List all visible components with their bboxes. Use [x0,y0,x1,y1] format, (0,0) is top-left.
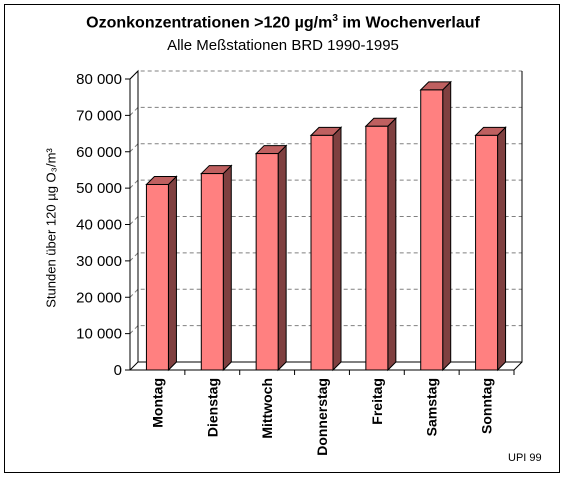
y-tick-label: 70 000 [76,107,122,124]
bar-front [310,134,334,371]
x-tick-label: Montag [149,378,165,428]
bar-front [255,153,279,371]
x-axis-depth [513,361,523,371]
bar-side [387,117,397,372]
x-tick-label: Dienstag [204,378,220,437]
x-tick-label: Freitag [369,378,385,425]
y-tick-label: 80 000 [76,71,122,88]
bar-side [332,126,342,372]
bar [309,126,343,372]
bar-front [145,183,169,371]
x-tick-label: Samstag [424,378,440,436]
y-tick-label: 20 000 [76,289,122,306]
y-tick-label: 40 000 [76,217,122,234]
y-tick-label: 50 000 [76,180,122,197]
bar-side [277,144,287,372]
bars [145,80,507,372]
axes [125,78,523,375]
bar [145,175,178,372]
bar [200,164,233,372]
bar [474,126,507,372]
y-tick-label: 60 000 [76,144,122,161]
bar-front [200,173,224,371]
chart-subtitle: Alle Meßstationen BRD 1990-1995 [167,37,399,54]
bar-front [365,125,389,371]
bar-side [167,175,177,372]
y-tick-label: 0 [114,362,122,379]
bar-front [420,89,444,371]
bar-side [497,126,507,372]
y-tick-labels: 0 10 000 20 000 30 000 40 000 50 000 60 000 70 … [76,71,122,379]
bar-side [222,164,232,372]
x-tick-labels: Montag Dienstag Mittwoch Donnerstag Freitag S… [149,378,494,456]
y-tick-label: 10 000 [76,326,122,343]
bar [419,80,452,372]
source-label: UPI 99 [508,452,542,464]
bar-front [475,134,499,371]
chart-title: Ozonkonzentrationen >120 µg/m3 im Wochen… [86,13,480,32]
y-axis-label: Stunden über 120 µg O₃/m³ [43,148,58,308]
gridline [129,106,522,116]
plot-walls [129,69,523,371]
bar [364,117,398,372]
x-tick-label: Sonntag [479,378,495,434]
x-tick-label: Donnerstag [314,378,330,456]
y-tick-label: 30 000 [76,253,122,270]
gridline [129,70,522,80]
bar-side [442,80,452,372]
floor-edge [129,361,139,371]
x-tick-label: Mittwoch [259,378,275,439]
bar [254,144,288,372]
